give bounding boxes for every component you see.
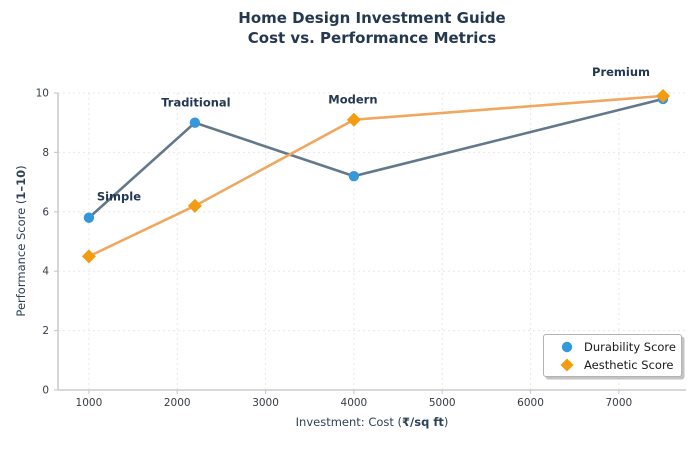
data-point-diamond [656,88,671,103]
x-tick-label: 5000 [429,397,456,409]
annotation-modern: Modern [328,93,377,107]
annotation-premium: Premium [592,65,650,79]
data-point-circle [348,170,360,182]
y-axis-label-text: Performance Score ( [14,199,28,317]
x-axis-label: Investment: Cost (₹/sq ft) [58,415,686,429]
y-axis-label-bold: 1–10 [14,169,28,200]
legend-item-aesthetic: Aesthetic Score [560,357,681,372]
series-line-aesthetic [88,94,664,258]
data-point-diamond [346,112,361,127]
x-axis-label-text: Investment: Cost ( [295,415,403,429]
legend-label-durability: Durability Score [584,339,676,354]
y-tick-label: 4 [42,266,49,278]
annotation-simple: Simple [97,190,141,204]
x-tick-label: 7000 [606,397,633,409]
chart-title-line-2: Cost vs. Performance Metrics [247,29,497,47]
y-tick-label: 0 [42,385,49,397]
chart-title-line-1: Home Design Investment Guide [238,9,506,27]
y-axis-label-text-suffix: ) [14,165,28,170]
data-point-diamond [187,198,202,213]
legend: Durability Score Aesthetic Score [543,334,682,377]
data-point-circle [83,212,95,223]
aesthetic-diamond-icon [560,358,574,371]
annotation-traditional: Traditional [161,96,230,110]
x-tick-label: 2000 [164,397,191,409]
chart-title: Home Design Investment Guide Cost vs. Pe… [58,8,686,48]
x-tick-label: 6000 [517,397,544,409]
durability-circle-icon [561,341,573,352]
y-tick-label: 8 [42,147,49,159]
series-line-durability [88,97,664,219]
y-axis-label: Performance Score (1–10) [14,91,30,391]
x-tick-label: 3000 [252,397,279,409]
legend-label-aesthetic: Aesthetic Score [584,357,674,372]
x-tick-label: 4000 [341,397,368,409]
y-tick-label: 10 [36,88,49,100]
y-tick-label: 2 [42,325,49,337]
legend-item-durability: Durability Score [560,339,681,354]
data-point-diamond [81,249,96,264]
data-point-circle [189,117,201,128]
x-axis-label-bold: ₹/sq ft [402,415,444,429]
x-axis-label-text-suffix: ) [443,415,449,429]
y-tick-label: 6 [42,206,49,218]
x-tick-label: 1000 [76,397,103,409]
